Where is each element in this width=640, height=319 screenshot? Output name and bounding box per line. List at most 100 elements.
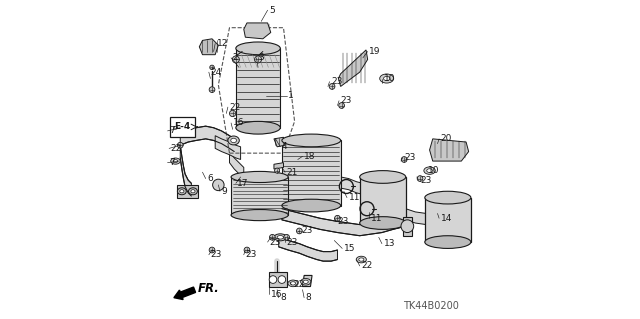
Text: 11: 11 bbox=[349, 193, 360, 202]
Text: 18: 18 bbox=[304, 152, 316, 161]
Text: TK44B0200: TK44B0200 bbox=[403, 300, 458, 311]
Polygon shape bbox=[278, 237, 337, 261]
Ellipse shape bbox=[180, 190, 184, 193]
Polygon shape bbox=[340, 177, 363, 195]
Polygon shape bbox=[274, 137, 285, 147]
Polygon shape bbox=[269, 272, 287, 286]
Text: 15: 15 bbox=[344, 244, 355, 253]
Text: 1: 1 bbox=[288, 92, 294, 100]
Ellipse shape bbox=[360, 217, 406, 229]
Circle shape bbox=[329, 84, 335, 89]
Text: 23: 23 bbox=[269, 238, 280, 247]
Text: 22: 22 bbox=[171, 144, 182, 153]
Text: 23: 23 bbox=[301, 226, 312, 235]
Text: FR.: FR. bbox=[198, 282, 220, 295]
Ellipse shape bbox=[424, 167, 435, 174]
Ellipse shape bbox=[288, 280, 298, 287]
Ellipse shape bbox=[360, 171, 406, 183]
Circle shape bbox=[209, 247, 215, 253]
Polygon shape bbox=[303, 275, 312, 286]
Polygon shape bbox=[180, 145, 191, 196]
Ellipse shape bbox=[274, 234, 287, 241]
Text: 23: 23 bbox=[331, 77, 342, 86]
Ellipse shape bbox=[236, 42, 280, 55]
Text: 8: 8 bbox=[306, 293, 312, 302]
Circle shape bbox=[278, 276, 285, 283]
Circle shape bbox=[232, 56, 239, 63]
Ellipse shape bbox=[177, 188, 186, 195]
Circle shape bbox=[275, 168, 280, 173]
Ellipse shape bbox=[427, 169, 433, 173]
Circle shape bbox=[255, 56, 262, 63]
Circle shape bbox=[177, 142, 183, 148]
Text: 23: 23 bbox=[404, 153, 415, 162]
Text: 23: 23 bbox=[337, 217, 349, 226]
Text: 6: 6 bbox=[207, 174, 213, 183]
Circle shape bbox=[269, 234, 275, 240]
Ellipse shape bbox=[356, 256, 366, 263]
Polygon shape bbox=[177, 185, 198, 197]
Text: 23: 23 bbox=[420, 176, 431, 185]
Ellipse shape bbox=[291, 282, 296, 285]
Ellipse shape bbox=[277, 235, 284, 239]
Circle shape bbox=[284, 234, 289, 240]
Text: 11: 11 bbox=[371, 214, 382, 223]
Text: 9: 9 bbox=[221, 187, 227, 196]
Ellipse shape bbox=[171, 125, 180, 131]
Text: 23: 23 bbox=[340, 96, 352, 105]
Text: 12: 12 bbox=[217, 39, 228, 48]
Text: E-4: E-4 bbox=[175, 122, 191, 131]
Ellipse shape bbox=[282, 199, 340, 212]
Text: 21: 21 bbox=[287, 168, 298, 177]
Polygon shape bbox=[231, 177, 288, 215]
Text: 10: 10 bbox=[383, 74, 395, 83]
Circle shape bbox=[210, 65, 214, 70]
Circle shape bbox=[417, 176, 423, 182]
Text: 2: 2 bbox=[233, 53, 238, 62]
Circle shape bbox=[209, 87, 215, 93]
FancyArrow shape bbox=[174, 287, 196, 300]
Text: 5: 5 bbox=[269, 6, 275, 15]
Text: 7: 7 bbox=[169, 126, 175, 135]
Circle shape bbox=[212, 179, 224, 191]
Ellipse shape bbox=[189, 188, 197, 195]
Text: 20: 20 bbox=[441, 134, 452, 143]
Circle shape bbox=[401, 220, 413, 233]
Circle shape bbox=[401, 157, 407, 162]
Circle shape bbox=[339, 103, 344, 108]
Circle shape bbox=[335, 215, 340, 221]
Ellipse shape bbox=[380, 74, 394, 83]
Ellipse shape bbox=[231, 171, 288, 182]
Polygon shape bbox=[199, 39, 218, 55]
Polygon shape bbox=[236, 48, 280, 128]
Text: 16: 16 bbox=[233, 118, 244, 128]
Polygon shape bbox=[425, 197, 471, 242]
FancyBboxPatch shape bbox=[170, 117, 195, 137]
Text: 22: 22 bbox=[230, 103, 241, 112]
Ellipse shape bbox=[173, 126, 178, 129]
Polygon shape bbox=[274, 163, 284, 169]
Polygon shape bbox=[230, 152, 244, 179]
Text: 4: 4 bbox=[282, 142, 287, 151]
Text: 10: 10 bbox=[428, 166, 440, 175]
Ellipse shape bbox=[231, 138, 236, 143]
Text: 22: 22 bbox=[293, 280, 304, 289]
Text: 14: 14 bbox=[441, 214, 452, 223]
Text: 17: 17 bbox=[237, 179, 249, 188]
Text: 23: 23 bbox=[287, 238, 298, 247]
Polygon shape bbox=[406, 209, 426, 225]
Text: 13: 13 bbox=[383, 239, 395, 248]
Ellipse shape bbox=[191, 190, 195, 193]
Text: 23: 23 bbox=[245, 250, 257, 259]
Circle shape bbox=[230, 110, 236, 117]
Text: 7: 7 bbox=[169, 158, 175, 167]
Polygon shape bbox=[282, 140, 340, 205]
Ellipse shape bbox=[236, 122, 280, 134]
Polygon shape bbox=[282, 209, 406, 236]
Ellipse shape bbox=[228, 136, 239, 145]
Text: 19: 19 bbox=[369, 47, 381, 56]
Polygon shape bbox=[180, 126, 234, 152]
Ellipse shape bbox=[425, 191, 471, 204]
Text: 3: 3 bbox=[258, 53, 264, 62]
Text: 8: 8 bbox=[280, 293, 286, 302]
